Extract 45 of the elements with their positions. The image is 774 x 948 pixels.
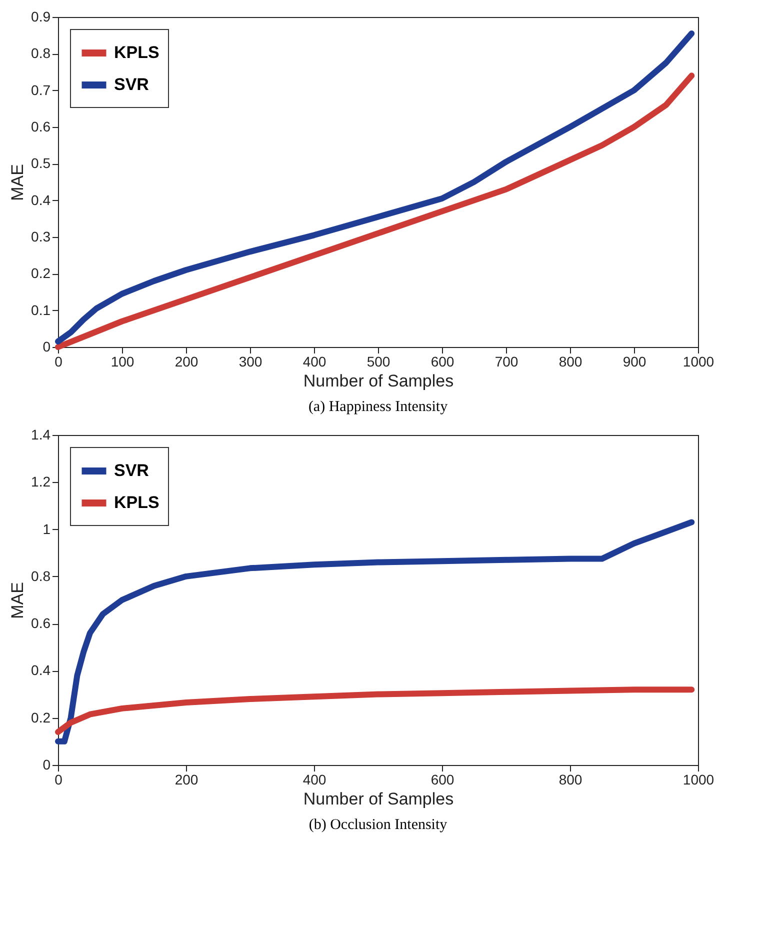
y-tick-label: 0.3 <box>31 228 51 244</box>
x-tick-label: 1000 <box>682 354 714 370</box>
y-tick-label: 0.7 <box>31 82 51 98</box>
legend-label: KPLS <box>114 43 160 62</box>
x-tick-label: 300 <box>238 354 262 370</box>
x-tick-label: 800 <box>558 354 582 370</box>
x-tick-label: 100 <box>110 354 134 370</box>
x-tick-label: 0 <box>54 354 63 370</box>
y-tick-label: 0.2 <box>31 709 51 726</box>
y-axis-title: MAE <box>8 582 28 619</box>
x-tick-label: 0 <box>54 772 63 788</box>
y-tick-label: 0.9 <box>31 8 51 24</box>
x-tick-label: 700 <box>494 354 518 370</box>
text: (b) Occlusion Intensity <box>308 817 448 833</box>
legend-label: SVR <box>114 461 149 480</box>
x-tick-label: 900 <box>622 354 646 370</box>
y-tick-label: 1 <box>42 520 51 537</box>
x-tick-label: 400 <box>302 772 326 788</box>
x-tick-label: 200 <box>174 354 198 370</box>
x-tick-label: 400 <box>302 354 326 370</box>
y-tick-label: 0.5 <box>31 155 51 172</box>
y-tick-label: 0.6 <box>31 615 51 632</box>
x-tick-label: 1000 <box>682 772 714 788</box>
x-axis-title: Number of Samples <box>303 372 454 390</box>
y-tick-label: 0.8 <box>31 568 51 584</box>
x-tick-label: 800 <box>558 772 582 788</box>
y-tick-label: 0.2 <box>31 265 51 282</box>
y-tick-label: 0.8 <box>31 45 51 62</box>
y-tick-label: 0 <box>42 338 51 354</box>
y-tick-label: 0 <box>42 756 51 772</box>
legend-label: KPLS <box>114 493 160 512</box>
text: (a) Happiness Intensity <box>308 399 448 415</box>
y-tick-label: 0.4 <box>31 662 51 678</box>
x-axis-title: Number of Samples <box>303 790 454 808</box>
y-tick-label: 0.4 <box>31 192 51 208</box>
y-axis-title: MAE <box>8 164 28 201</box>
y-tick-label: 1.4 <box>31 426 51 442</box>
legend-label: SVR <box>114 75 149 94</box>
x-tick-label: 200 <box>174 772 198 788</box>
y-tick-label: 0.1 <box>31 302 51 318</box>
y-tick-label: 1.2 <box>31 474 51 490</box>
x-tick-label: 600 <box>430 772 454 788</box>
x-tick-label: 600 <box>430 354 454 370</box>
x-tick-label: 500 <box>366 354 390 370</box>
y-tick-label: 0.6 <box>31 118 51 134</box>
